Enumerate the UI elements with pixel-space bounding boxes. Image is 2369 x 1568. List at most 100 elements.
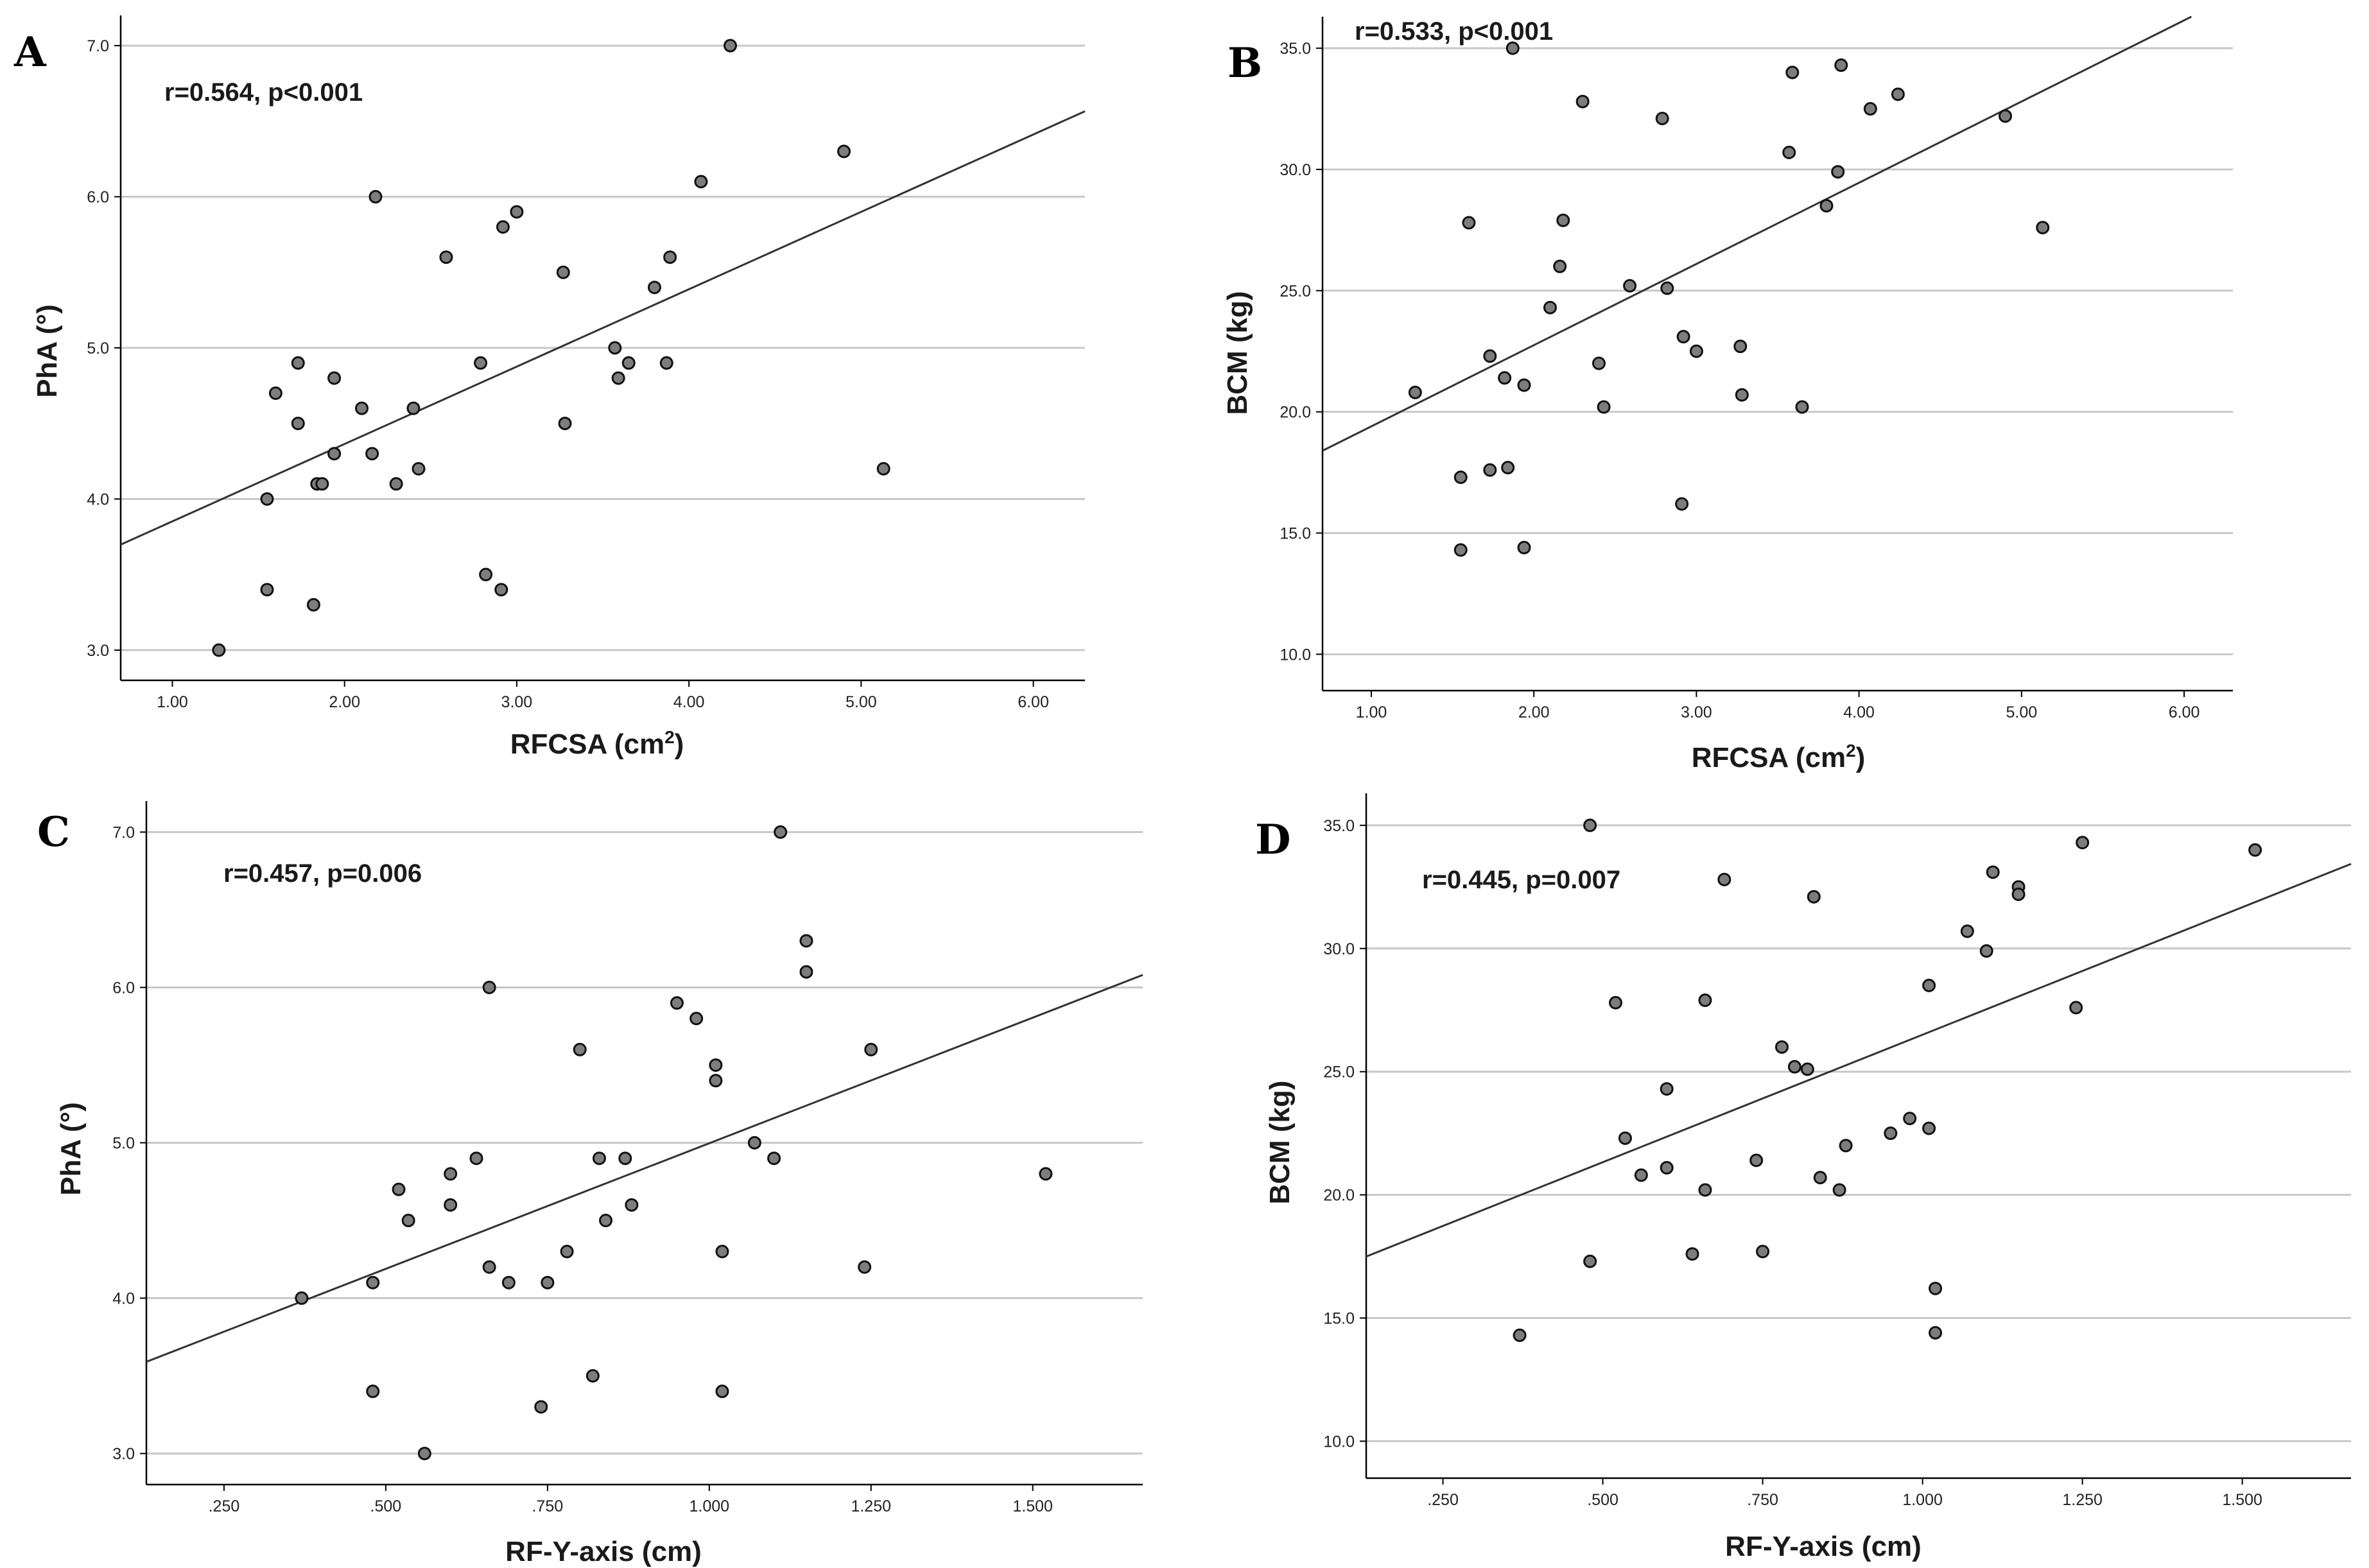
panel-c-data-point [586, 1369, 600, 1383]
panel-a-data-point [558, 417, 572, 431]
panel-d-data-point [1922, 978, 1936, 992]
panel-c-data-point [573, 1042, 587, 1056]
panel-d-x-tick-label: 1.500 [2222, 1491, 2262, 1509]
panel-b-data-point [1735, 388, 1749, 402]
panel-c-x-tick-label: .500 [370, 1497, 402, 1515]
panel-a-fit-line [120, 110, 1086, 546]
panel-c-data-point [858, 1260, 872, 1274]
panel-b-data-point [1408, 385, 1422, 399]
panel-d-data-point [1583, 818, 1597, 832]
panel-c-data-point [401, 1214, 415, 1228]
panel-b-x-tick-label: 3.00 [1681, 703, 1712, 721]
panel-c-data-point [444, 1167, 458, 1181]
panel-d-data-point [1618, 1131, 1632, 1145]
panel-b-x-tick-label: 1.00 [1356, 703, 1387, 721]
panel-c-data-point [541, 1275, 555, 1289]
panel-a-data-point [291, 356, 305, 370]
panel-a-y-tick-label: 3.0 [87, 642, 109, 660]
panel-c-data-point [774, 825, 788, 839]
panel-b-y-tick-label: 25.0 [1280, 282, 1311, 300]
panel-a-data-point [306, 598, 320, 612]
panel-c-annotation: r=0.457, p=0.006 [223, 859, 422, 888]
panel-a-data-point [260, 492, 274, 506]
panel-d-data-point [1583, 1254, 1597, 1268]
panel-c-data-point [715, 1245, 729, 1259]
panel-a-data-point [212, 643, 226, 657]
panel-b-data-point [1597, 400, 1611, 414]
panel-a-data-point [389, 477, 403, 491]
panel-a-data-point [291, 417, 305, 431]
panel-a-y-tick-label: 5.0 [87, 340, 109, 358]
panel-c-data-point [690, 1012, 704, 1026]
panel-a-data-point [647, 280, 661, 295]
panel-a-data-point [406, 401, 421, 415]
panel-b-data-point [1575, 94, 1590, 108]
panel-b-data-point [1506, 41, 1520, 55]
panel-d-data-point [1513, 1328, 1527, 1342]
panel-d-data-point [2069, 1001, 2083, 1015]
panel-a-data-point [365, 447, 379, 461]
panel-d-letter: D [1255, 816, 1291, 864]
panel-c-data-point [625, 1198, 639, 1212]
panel-d-x-tick-label: .750 [1747, 1491, 1778, 1509]
panel-c-y-tick-label: 3.0 [112, 1445, 135, 1463]
panel-a-data-point [355, 401, 369, 415]
panel-b-data-point [1623, 279, 1637, 293]
panel-b-data-point [1655, 112, 1669, 126]
panel-b-letter: B [1228, 39, 1262, 87]
panel-d: D r=0.445, p=0.007 RF-Y-axis (cm) BCM (k… [1255, 793, 2352, 1562]
panel-b-y-tick-label: 35.0 [1280, 40, 1311, 58]
panel-a-data-point [510, 205, 524, 219]
panel-b-data-point [1831, 165, 1845, 179]
panel-b-data-point [1675, 497, 1689, 511]
panel-b-xlabel-end: ) [1856, 742, 1866, 773]
panel-c-data-point [366, 1384, 380, 1399]
panel-c-data-point [444, 1198, 458, 1212]
panel-c-letter: C [37, 808, 70, 856]
panel-c-ylabel: PhA (°) [55, 1102, 87, 1196]
panel-b-data-point [1553, 259, 1567, 273]
panel-b-data-point [1454, 543, 1468, 557]
panel-b-data-point [1483, 349, 1497, 363]
panel-c-data-point [560, 1245, 574, 1259]
panel-d-y-tick-label: 35.0 [1323, 817, 1355, 835]
panel-c-data-point [799, 965, 813, 979]
panel-c-data-point [670, 996, 684, 1010]
panel-a-data-point [663, 250, 677, 264]
panel-a-data-point [315, 477, 329, 491]
panel-a-data-point [556, 265, 570, 279]
panel-d-data-point [1986, 865, 2000, 879]
panel-b-y-tick-label: 20.0 [1280, 404, 1311, 422]
panel-c-x-tick-label: 1.500 [1012, 1497, 1053, 1515]
panel-b-data-point [1795, 400, 1809, 414]
panel-c-data-point [715, 1384, 729, 1399]
panel-d-data-point [1787, 1060, 1801, 1074]
panel-d-data-point [1749, 1153, 1764, 1167]
panel-a-x-tick-label: 6.00 [1018, 693, 1049, 711]
panel-b-data-point [1498, 371, 1512, 385]
panel-d-data-point [1813, 1171, 1827, 1185]
panel-b-data-point [1819, 199, 1834, 213]
panel-c: C r=0.457, p=0.006 RF-Y-axis (cm) PhA (°… [37, 801, 1143, 1567]
panel-c-x-tick-label: .250 [209, 1497, 240, 1515]
panel-c-fit-line [146, 974, 1143, 1363]
panel-b-data-point [1660, 281, 1674, 295]
panel-a-data-point [327, 371, 342, 385]
panel-a-x-tick-label: 5.00 [846, 693, 877, 711]
panel-d-y-tick-label: 10.0 [1323, 1433, 1355, 1451]
panel-c-data-point [534, 1400, 548, 1414]
panel-b-x-tick-label: 4.00 [1843, 703, 1875, 721]
panel-d-data-point [1832, 1183, 1846, 1197]
panel-a: A r=0.564, p<0.001 RFCSA (cm2) PhA (°) 3… [13, 15, 1086, 760]
panel-d-data-point [1800, 1062, 1814, 1076]
panel-c-data-point [501, 1275, 516, 1289]
panel-a-letter: A [13, 28, 47, 76]
panel-d-data-point [2076, 836, 2090, 850]
panel-d-data-point [1660, 1082, 1674, 1096]
panel-a-xlabel-sup: 2 [664, 727, 675, 747]
panel-a-y-tick-label: 6.0 [87, 189, 109, 207]
panel-c-x-tick-label: 1.250 [851, 1497, 891, 1515]
panel-b-data-point [2036, 221, 2050, 235]
panel-a-data-point [494, 583, 508, 597]
panel-c-data-point [747, 1136, 761, 1150]
